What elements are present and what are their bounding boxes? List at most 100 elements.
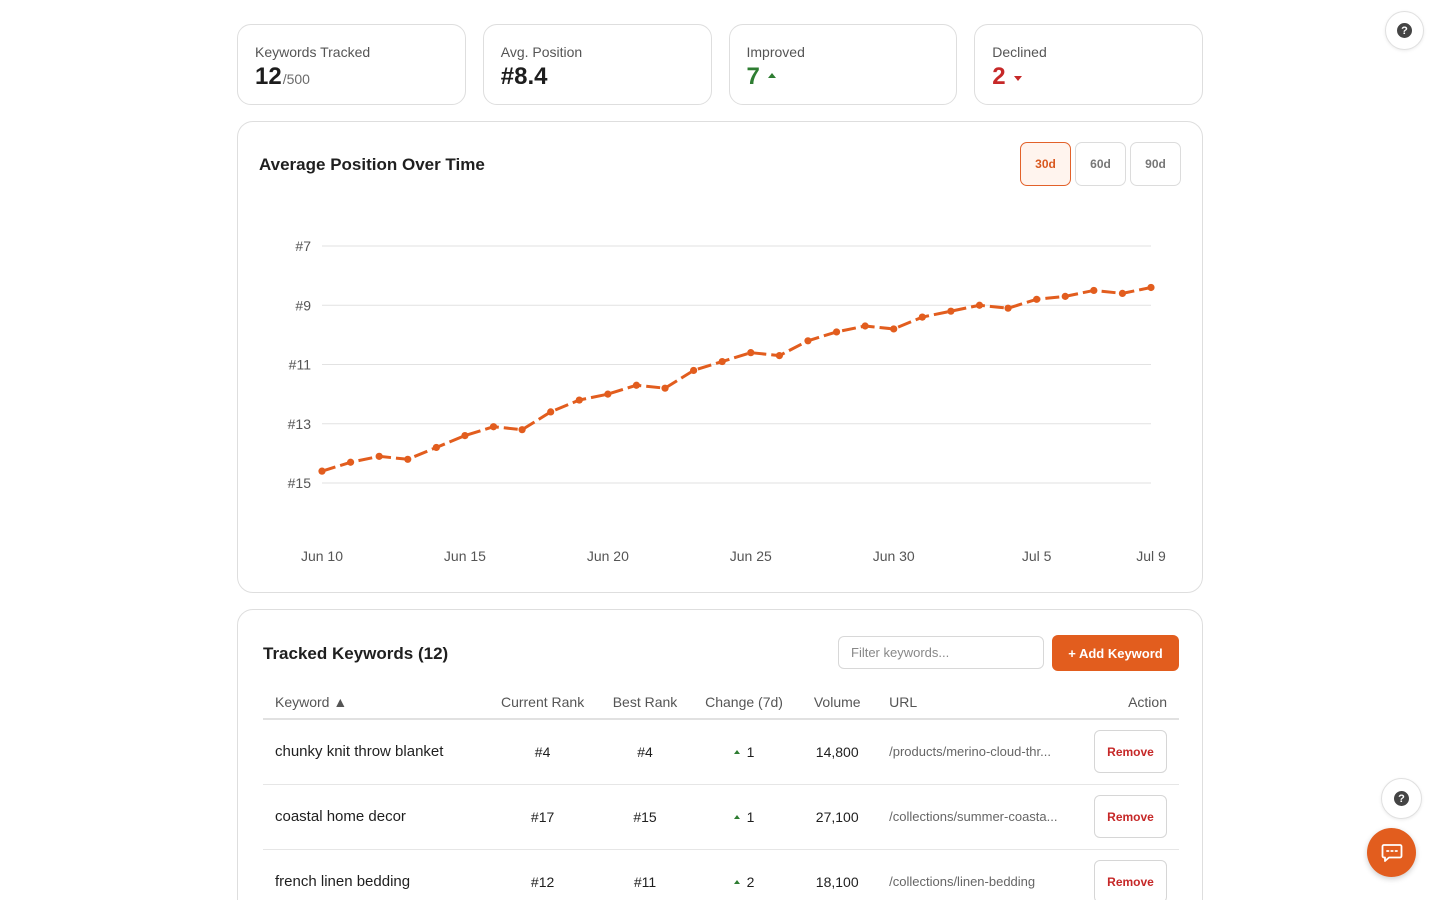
data-point bbox=[861, 322, 869, 330]
current-rank-cell: #17 bbox=[485, 784, 600, 850]
keyword-cell: chunky knit throw blanket bbox=[263, 719, 486, 785]
data-point bbox=[432, 443, 440, 452]
stat-sub: /500 bbox=[282, 71, 310, 87]
best-rank-cell: #15 bbox=[599, 784, 691, 850]
url-cell: /collections/linen-bedding bbox=[877, 849, 1082, 900]
chart-card: Average Position Over Time 30d 60d 90d #… bbox=[237, 121, 1203, 593]
data-point bbox=[461, 432, 469, 440]
remove-button[interactable]: Remove bbox=[1094, 795, 1167, 838]
column-header-volume[interactable]: Volume bbox=[797, 685, 878, 720]
volume-cell: 27,100 bbox=[797, 784, 878, 850]
filter-keywords-input[interactable] bbox=[838, 636, 1044, 669]
keywords-card: Tracked Keywords (12) + Add Keyword Keyw… bbox=[237, 609, 1203, 900]
x-tick-label: Jun 15 bbox=[444, 548, 486, 564]
url-cell: /products/merino-cloud-thr... bbox=[877, 719, 1082, 785]
range-selector: 30d 60d 90d bbox=[1020, 142, 1181, 186]
url-cell: /collections/summer-coasta... bbox=[877, 784, 1082, 850]
stat-card-keywords-tracked: Keywords Tracked 12 /500 bbox=[237, 24, 466, 105]
column-header-current-rank[interactable]: Current Rank bbox=[485, 685, 600, 720]
data-point bbox=[1061, 292, 1069, 300]
triangle-up-icon bbox=[733, 749, 740, 754]
url-text: /products/merino-cloud-thr... bbox=[889, 744, 1051, 760]
stat-card-declined: Declined 2 bbox=[974, 24, 1203, 105]
range-button-60d[interactable]: 60d bbox=[1075, 142, 1126, 186]
data-point bbox=[1004, 304, 1012, 312]
help-circle-icon: ? bbox=[1394, 791, 1409, 806]
change-cell: 2 bbox=[690, 849, 798, 900]
chat-bubble-icon bbox=[1381, 843, 1402, 862]
table-row: coastal home decor #17 #15 1 27,100 /col… bbox=[263, 784, 1179, 850]
change-value: 1 bbox=[746, 743, 755, 760]
keyword-cell: french linen bedding bbox=[263, 849, 486, 900]
data-point bbox=[890, 325, 898, 333]
stat-card-avg-position: Avg. Position #8.4 bbox=[482, 24, 712, 105]
data-point bbox=[832, 328, 841, 336]
range-button-90d[interactable]: 90d bbox=[1130, 142, 1181, 186]
chat-button[interactable] bbox=[1367, 828, 1416, 877]
range-button-30d[interactable]: 30d bbox=[1020, 142, 1071, 186]
data-point bbox=[1090, 286, 1098, 295]
x-tick-label: Jun 20 bbox=[587, 548, 629, 564]
remove-button[interactable]: Remove bbox=[1094, 860, 1167, 900]
change-value: 2 bbox=[746, 873, 755, 890]
table-header-row: Keyword ▲ Current Rank Best Rank Change … bbox=[263, 685, 1179, 720]
action-cell: Remove bbox=[1082, 719, 1179, 785]
x-tick-label: Jul 9 bbox=[1136, 548, 1166, 564]
y-tick-label: #9 bbox=[295, 297, 311, 313]
data-point bbox=[1033, 295, 1041, 303]
stat-label: Declined bbox=[992, 44, 1047, 60]
help-button-bottom[interactable]: ? bbox=[1381, 778, 1422, 819]
keywords-title: Tracked Keywords (12) bbox=[263, 644, 449, 663]
x-tick-label: Jul 5 bbox=[1022, 548, 1052, 564]
stat-label: Improved bbox=[746, 44, 805, 60]
triangle-up-icon bbox=[733, 879, 740, 884]
data-point bbox=[804, 337, 812, 345]
keywords-table: Keyword ▲ Current Rank Best Rank Change … bbox=[263, 685, 1179, 900]
action-cell: Remove bbox=[1082, 849, 1179, 900]
position-line-chart: #7 #9 #11 #13 #15 Jun 10 Jun 15 Jun 20 Jun 25 Jun… bbox=[288, 238, 1166, 564]
chart-title: Average Position Over Time bbox=[259, 155, 485, 174]
stat-value: 12 bbox=[255, 63, 282, 90]
url-text: /collections/summer-coasta... bbox=[889, 809, 1058, 824]
triangle-up-icon bbox=[733, 814, 740, 819]
x-tick-label: Jun 10 bbox=[301, 548, 343, 564]
url-text: /collections/linen-bedding bbox=[889, 874, 1036, 889]
data-point bbox=[547, 408, 555, 416]
data-point bbox=[1147, 283, 1155, 292]
stat-label: Keywords Tracked bbox=[255, 44, 371, 60]
current-rank-cell: #12 bbox=[485, 849, 600, 900]
data-point bbox=[518, 426, 526, 434]
stats-row: Keywords Tracked 12 /500 Avg. Position #… bbox=[237, 24, 1203, 105]
volume-cell: 14,800 bbox=[797, 719, 878, 785]
data-point bbox=[661, 384, 669, 392]
x-tick-label: Jun 30 bbox=[873, 548, 915, 564]
table-row: chunky knit throw blanket #4 #4 1 14,800… bbox=[263, 719, 1179, 785]
column-header-url: URL bbox=[877, 685, 1082, 720]
data-point bbox=[947, 307, 955, 315]
stat-value: 2 bbox=[992, 63, 1006, 90]
help-button-top[interactable]: ? bbox=[1385, 11, 1424, 50]
column-header-keyword[interactable]: Keyword ▲ bbox=[263, 685, 486, 720]
column-header-change[interactable]: Change (7d) bbox=[690, 685, 798, 720]
data-point bbox=[747, 349, 755, 357]
change-cell: 1 bbox=[690, 719, 798, 785]
column-header-best-rank[interactable]: Best Rank bbox=[599, 685, 691, 720]
triangle-up-icon bbox=[767, 73, 776, 78]
change-value: 1 bbox=[746, 808, 755, 825]
data-point bbox=[690, 366, 698, 375]
data-point bbox=[775, 352, 783, 360]
data-point bbox=[918, 313, 926, 321]
best-rank-cell: #11 bbox=[599, 849, 691, 900]
stat-value: #8.4 bbox=[500, 63, 548, 90]
stat-value: 7 bbox=[746, 63, 760, 90]
stat-card-improved: Improved 7 bbox=[728, 24, 958, 105]
column-header-action: Action bbox=[1082, 685, 1179, 720]
y-tick-label: #7 bbox=[295, 238, 311, 254]
stat-label: Avg. Position bbox=[500, 44, 583, 60]
data-point bbox=[718, 357, 726, 366]
add-keyword-button[interactable]: + Add Keyword bbox=[1052, 635, 1179, 671]
remove-button[interactable]: Remove bbox=[1094, 730, 1167, 774]
series-line bbox=[321, 286, 1152, 473]
y-tick-label: #15 bbox=[288, 475, 312, 491]
